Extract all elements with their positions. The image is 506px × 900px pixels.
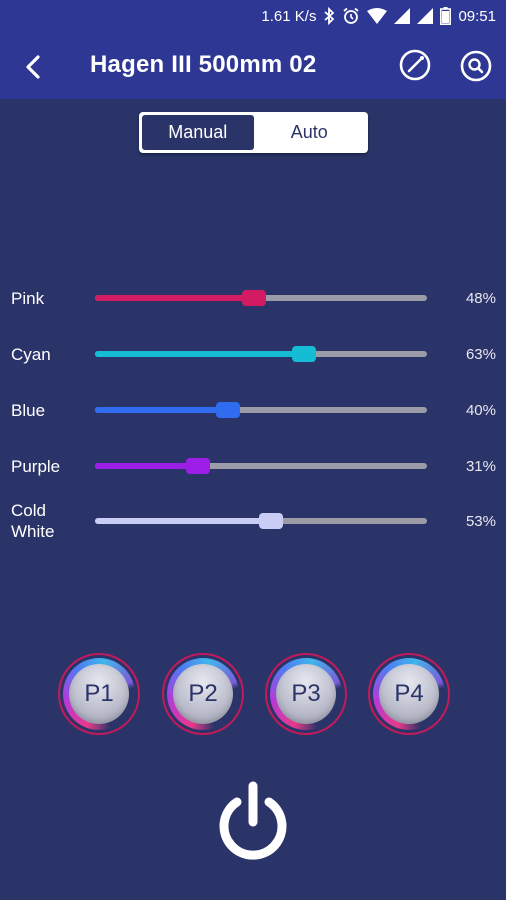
channel-blue: Blue 40% bbox=[0, 388, 506, 432]
slider-fill bbox=[95, 463, 198, 469]
channel-value: 40% bbox=[465, 402, 496, 419]
page-title: Hagen III 500mm 02 bbox=[90, 51, 317, 78]
channel-cold-white: Cold White 53% bbox=[0, 500, 506, 544]
wifi-icon bbox=[367, 8, 388, 24]
preset-button-p3[interactable]: P3 bbox=[267, 655, 345, 733]
slider-fill bbox=[95, 295, 255, 301]
compass-icon bbox=[399, 49, 431, 81]
mode-toggle: Manual Auto bbox=[139, 112, 368, 153]
channel-slider[interactable] bbox=[95, 290, 427, 306]
alarm-icon bbox=[342, 7, 360, 25]
channel-slider[interactable] bbox=[95, 402, 427, 418]
channel-slider[interactable] bbox=[95, 458, 427, 474]
channel-value: 63% bbox=[465, 346, 496, 363]
preset-button-p2[interactable]: P2 bbox=[164, 655, 242, 733]
back-button[interactable] bbox=[18, 51, 50, 83]
slider-fill bbox=[95, 407, 228, 413]
preset-button-p4[interactable]: P4 bbox=[370, 655, 448, 733]
back-arrow-icon bbox=[26, 55, 40, 79]
channel-value: 31% bbox=[465, 458, 496, 475]
mode-auto-tab[interactable]: Auto bbox=[290, 122, 328, 142]
slider-thumb[interactable] bbox=[292, 346, 317, 362]
search-icon bbox=[460, 50, 492, 82]
mode-manual-tab[interactable]: Manual bbox=[142, 115, 254, 150]
slider-thumb[interactable] bbox=[242, 290, 267, 306]
signal-icon bbox=[394, 8, 411, 24]
slider-fill bbox=[95, 351, 305, 357]
preset-button-p1[interactable]: P1 bbox=[60, 655, 138, 733]
channel-cyan: Cyan 63% bbox=[0, 332, 506, 376]
channel-label: Pink bbox=[11, 289, 45, 308]
power-button[interactable] bbox=[214, 780, 292, 864]
channel-label: Cyan bbox=[11, 345, 51, 364]
app-bar: Hagen III 500mm 02 bbox=[0, 32, 506, 99]
preset-label: P3 bbox=[276, 664, 336, 724]
channel-pink: Pink 48% bbox=[0, 276, 506, 320]
search-button[interactable] bbox=[459, 49, 493, 83]
channel-label: Purple bbox=[11, 457, 61, 476]
channel-label: Blue bbox=[11, 401, 46, 420]
slider-thumb[interactable] bbox=[215, 402, 240, 418]
channel-slider[interactable] bbox=[95, 346, 427, 362]
preset-label: P4 bbox=[379, 664, 439, 724]
clock: 09:51 bbox=[458, 7, 496, 25]
channel-value: 48% bbox=[465, 290, 496, 307]
signal-icon bbox=[417, 8, 434, 24]
slider-fill bbox=[95, 518, 271, 524]
preset-label: P2 bbox=[173, 664, 233, 724]
channel-label: Cold White bbox=[11, 501, 55, 541]
preset-label: P1 bbox=[69, 664, 129, 724]
slider-thumb[interactable] bbox=[258, 513, 283, 529]
calibrate-button[interactable] bbox=[398, 48, 432, 82]
channel-value: 53% bbox=[465, 513, 496, 530]
channel-slider[interactable] bbox=[95, 513, 427, 529]
slider-thumb[interactable] bbox=[185, 458, 210, 474]
preset-row: P1 P2 P3 P4 bbox=[0, 655, 506, 737]
bluetooth-icon bbox=[323, 7, 335, 25]
battery-icon bbox=[440, 7, 452, 25]
power-icon bbox=[219, 781, 287, 860]
channel-purple: Purple 31% bbox=[0, 444, 506, 488]
network-speed: 1.61 K/s bbox=[261, 7, 317, 25]
status-bar: 1.61 K/s 09:51 bbox=[0, 0, 506, 32]
